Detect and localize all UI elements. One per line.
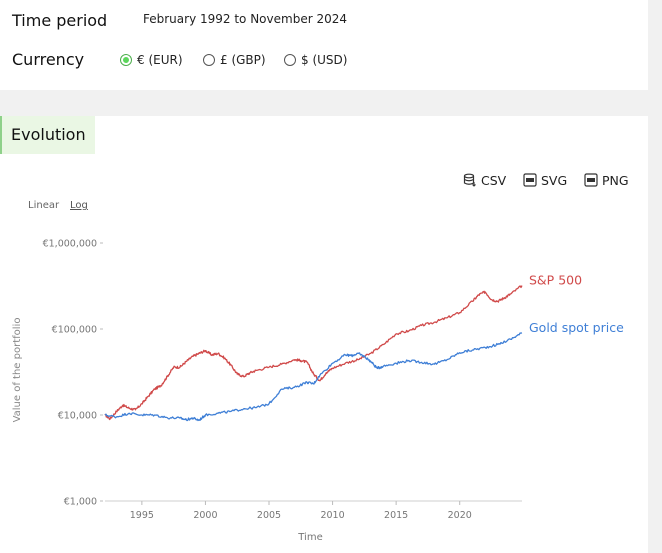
x-tick-label: 2015: [384, 510, 408, 521]
scale-log-button[interactable]: Log: [70, 200, 88, 211]
database-download-icon: [463, 173, 476, 187]
png-file-icon: [584, 173, 598, 187]
x-tick-label: 1995: [130, 510, 154, 521]
svg-file-icon: [523, 173, 537, 187]
x-tick-label: 2000: [193, 510, 217, 521]
export-svg-label: SVG: [541, 172, 568, 188]
radio-unchecked-icon[interactable]: [284, 54, 296, 66]
currency-option-label: € (EUR): [137, 53, 183, 67]
time-period-label: Time period: [12, 11, 108, 30]
series-label: S&P 500: [529, 273, 582, 288]
export-csv-label: CSV: [481, 172, 507, 188]
y-tick-label: €1,000: [64, 497, 97, 508]
currency-option-label: $ (USD): [301, 53, 348, 67]
radio-checked-icon[interactable]: [120, 54, 132, 66]
section-tab: Evolution: [0, 116, 95, 154]
currency-option-label: £ (GBP): [220, 53, 266, 67]
y-tick-label: €1,000,000: [43, 239, 97, 250]
currency-option-gbp[interactable]: £ (GBP): [203, 51, 266, 69]
time-period-value[interactable]: February 1992 to November 2024: [143, 12, 347, 26]
series-label: Gold spot price: [529, 320, 624, 335]
export-svg-button[interactable]: SVG: [523, 171, 567, 189]
evolution-panel: Evolution CSV SVG PNG Linear Log: [0, 116, 648, 553]
y-tick-label: €10,000: [58, 411, 97, 422]
x-tick-label: 2010: [320, 510, 344, 521]
currency-option-usd[interactable]: $ (USD): [284, 51, 347, 69]
scale-linear-button[interactable]: Linear: [28, 200, 60, 211]
series-line: [104, 285, 523, 421]
currency-option-eur[interactable]: € (EUR): [120, 51, 183, 69]
currency-label: Currency: [12, 50, 85, 69]
radio-unchecked-icon[interactable]: [203, 54, 215, 66]
series-line: [104, 332, 523, 422]
y-axis-label: Value of the portfolio: [12, 318, 23, 423]
export-csv-button[interactable]: CSV: [463, 171, 506, 189]
section-title: Evolution: [11, 125, 86, 144]
x-tick-label: 2020: [448, 510, 472, 521]
x-axis-label: Time: [297, 532, 322, 543]
y-tick-label: €100,000: [52, 325, 97, 336]
settings-panel: Time period February 1992 to November 20…: [0, 0, 648, 90]
export-png-label: PNG: [602, 172, 629, 188]
export-png-button[interactable]: PNG: [584, 171, 629, 189]
x-tick-label: 2005: [257, 510, 281, 521]
